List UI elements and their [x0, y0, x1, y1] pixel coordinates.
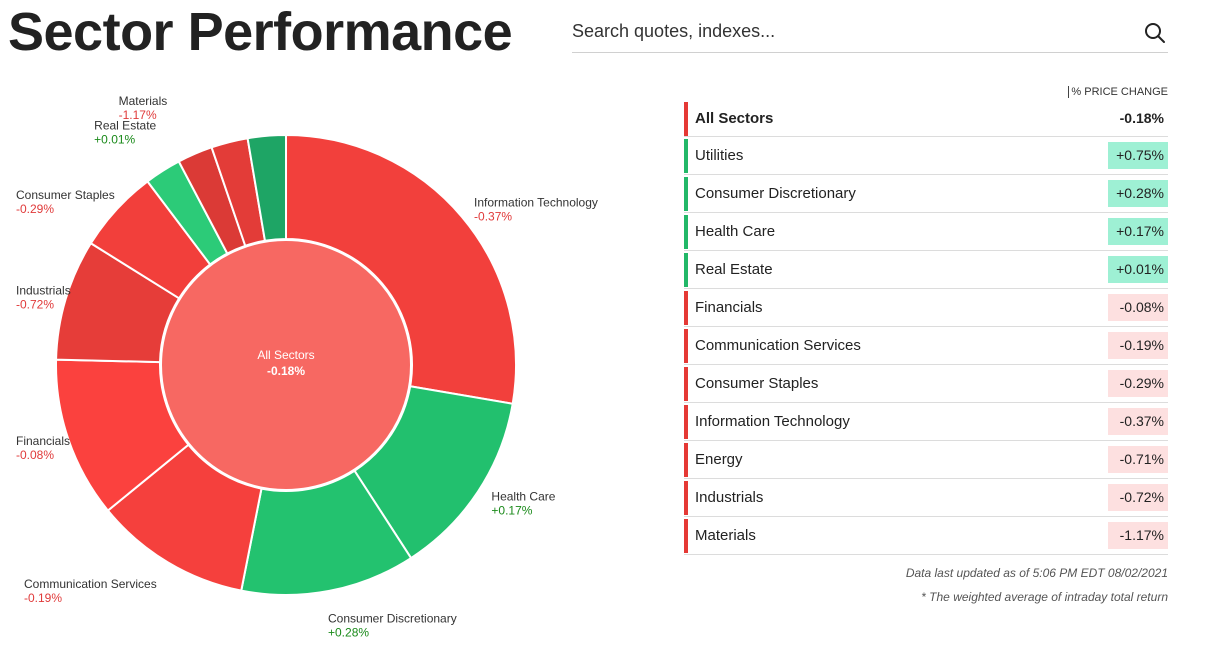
slice-label-name: Industrials — [16, 284, 71, 298]
sector-donut-chart: All Sectors-0.18%Information Technology-… — [16, 94, 598, 640]
sector-name[interactable]: Materials — [695, 527, 756, 544]
slice-label-name: Health Care — [491, 489, 555, 503]
sector-row[interactable]: Energy -0.71% — [684, 441, 1168, 479]
sector-name[interactable]: Consumer Discretionary — [695, 185, 856, 202]
row-indicator-bar — [684, 405, 688, 439]
search-input[interactable] — [572, 14, 1132, 48]
last-updated-note: Data last updated as of 5:06 PM EDT 08/0… — [905, 566, 1168, 580]
center-value: -0.18% — [267, 364, 305, 378]
price-change-value: +0.75% — [1108, 142, 1168, 169]
price-change-value: +0.17% — [1108, 218, 1168, 245]
center-circle[interactable] — [160, 239, 412, 491]
sector-name[interactable]: Communication Services — [695, 337, 861, 354]
weighted-average-note: * The weighted average of intraday total… — [921, 590, 1168, 604]
price-change-value: -0.37% — [1108, 408, 1168, 435]
sector-name[interactable]: Health Care — [695, 223, 776, 240]
sector-row[interactable]: Communication Services -0.19% — [684, 327, 1168, 365]
page-title: Sector Performance — [8, 2, 513, 62]
slice-label-name: Real Estate — [94, 118, 156, 132]
sector-name[interactable]: Industrials — [695, 489, 764, 506]
row-indicator-bar — [684, 481, 688, 515]
slice-label-name: Consumer Staples — [16, 188, 115, 202]
slice-label-value: -0.19% — [24, 591, 62, 605]
sector-name[interactable]: Energy — [695, 451, 743, 468]
slice-label-name: Communication Services — [24, 577, 157, 591]
sector-row[interactable]: Health Care +0.17% — [684, 213, 1168, 251]
price-change-value: -0.19% — [1108, 332, 1168, 359]
price-change-value: -0.29% — [1108, 370, 1168, 397]
row-indicator-bar — [684, 519, 688, 553]
sector-name[interactable]: All Sectors — [695, 110, 774, 127]
price-change-value: -1.17% — [1108, 522, 1168, 549]
price-change-value: -0.08% — [1108, 294, 1168, 321]
slice-label-value: -0.37% — [474, 209, 512, 223]
sector-name[interactable]: Real Estate — [695, 261, 773, 278]
slice-label-name: Materials — [119, 94, 168, 108]
row-indicator-bar — [684, 329, 688, 363]
slice-label-value: +0.17% — [491, 503, 532, 517]
price-change-value: +0.01% — [1108, 256, 1168, 283]
row-indicator-bar — [684, 443, 688, 477]
row-indicator-bar — [684, 367, 688, 401]
sector-row[interactable]: Utilities +0.75% — [684, 137, 1168, 175]
sector-row[interactable]: Industrials -0.72% — [684, 479, 1168, 517]
row-indicator-bar — [684, 102, 688, 136]
slice-label-value: +0.01% — [94, 132, 135, 146]
sector-row[interactable]: Financials -0.08% — [684, 289, 1168, 327]
slice-label-value: +0.28% — [328, 626, 369, 640]
row-indicator-bar — [684, 253, 688, 287]
sector-row[interactable]: Consumer Discretionary +0.28% — [684, 175, 1168, 213]
sector-name[interactable]: Utilities — [695, 147, 744, 164]
slice-label-name: Consumer Discretionary — [328, 612, 457, 626]
price-change-value: -0.72% — [1108, 484, 1168, 511]
search-bar — [572, 14, 1168, 53]
price-change-value: +0.28% — [1108, 180, 1168, 207]
price-change-value: -0.18% — [1119, 110, 1164, 126]
sector-row[interactable]: Real Estate +0.01% — [684, 251, 1168, 289]
sector-row[interactable]: Information Technology -0.37% — [684, 403, 1168, 441]
row-indicator-bar — [684, 291, 688, 325]
sector-row[interactable]: Materials -1.17% — [684, 517, 1168, 555]
center-label: All Sectors — [257, 348, 314, 362]
column-header: % PRICE CHANGE — [684, 84, 1168, 100]
search-icon[interactable] — [1144, 22, 1166, 44]
sector-row[interactable]: All Sectors -0.18% — [684, 100, 1168, 137]
slice-label-value: -1.17% — [119, 108, 157, 122]
slice-label-value: -0.29% — [16, 202, 54, 216]
sector-table: % PRICE CHANGE All Sectors -0.18% Utilitie… — [684, 84, 1168, 555]
sector-name[interactable]: Consumer Staples — [695, 375, 819, 392]
slice-label-name: Information Technology — [474, 195, 598, 209]
price-change-value: -0.71% — [1108, 446, 1168, 473]
sector-name[interactable]: Information Technology — [695, 413, 850, 430]
slice-label-name: Financials — [16, 434, 70, 448]
sector-rows: All Sectors -0.18% Utilities +0.75% Consumer… — [684, 100, 1168, 555]
row-indicator-bar — [684, 139, 688, 173]
slice-label-value: -0.72% — [16, 298, 54, 312]
row-indicator-bar — [684, 215, 688, 249]
row-indicator-bar — [684, 177, 688, 211]
sector-name[interactable]: Financials — [695, 299, 763, 316]
sector-row[interactable]: Consumer Staples -0.29% — [684, 365, 1168, 403]
slice-label-value: -0.08% — [16, 448, 54, 462]
